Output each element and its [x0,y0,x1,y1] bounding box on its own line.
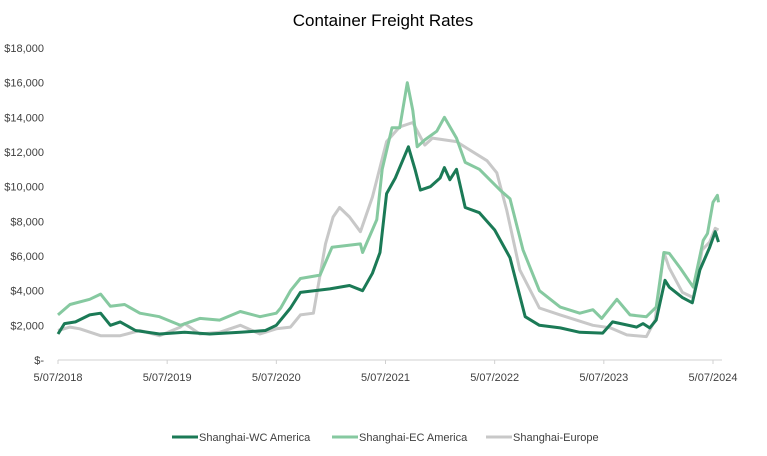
y-tick-label: $- [34,355,44,367]
y-tick-label: $16,000 [4,78,44,90]
y-tick-label: $18,000 [4,43,44,55]
y-tick-label: $14,000 [4,112,44,124]
x-axis: 5/07/2018 5/07/2019 5/07/2020 5/07/2021 5/07… [34,359,738,384]
y-tick-label: $2,000 [10,320,44,332]
legend-item: Shanghai-Europe [486,432,599,444]
legend-label: Shanghai-EC America [359,432,468,444]
legend-item: Shanghai-WC America [172,432,311,444]
legend-label: Shanghai-Europe [513,432,599,444]
legend: Shanghai-WC America Shanghai-EC America Sh… [172,432,599,444]
x-tick-label: 5/07/2023 [579,372,628,384]
y-tick-label: $8,000 [10,216,44,228]
y-tick-label: $6,000 [10,251,44,263]
plot-area [56,81,720,339]
x-tick-label: 5/07/2019 [143,372,192,384]
legend-item: Shanghai-EC America [332,432,468,444]
y-tick-label: $12,000 [4,147,44,159]
legend-label: Shanghai-WC America [199,432,311,444]
chart-title: Container Freight Rates [293,11,473,30]
x-tick-label: 5/07/2020 [252,372,301,384]
series-line-shanghai-ec-america [57,81,720,327]
x-tick-label: 5/07/2022 [470,372,519,384]
x-tick-label: 5/07/2018 [34,372,83,384]
y-axis: $- $2,000 $4,000 $6,000 $8,000 $10,000 $12,000… [4,43,44,367]
series-line-shanghai-wc-america [56,145,720,336]
x-tick-label: 5/07/2024 [689,372,738,384]
y-tick-label: $10,000 [4,182,44,194]
x-tick-label: 5/07/2021 [361,372,410,384]
y-tick-label: $4,000 [10,286,44,298]
